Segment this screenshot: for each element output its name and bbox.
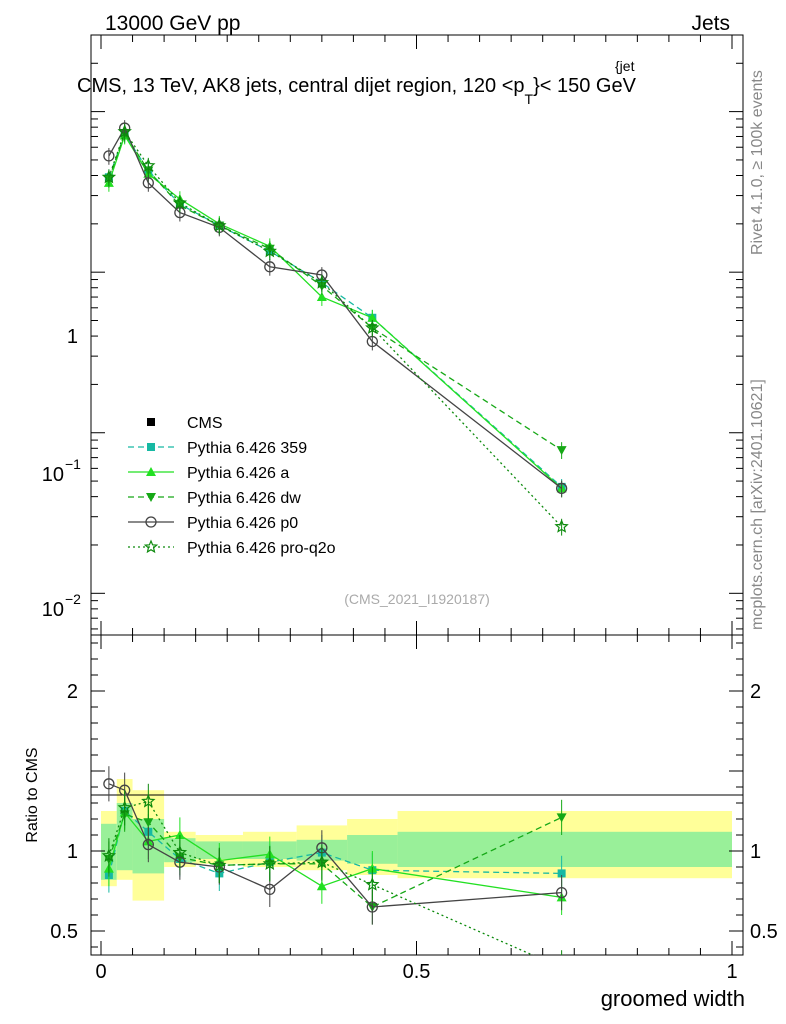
header-right: Jets [691,12,730,35]
x-tick-label-0: 0 [95,961,106,983]
ratio-point-pythia-6-426-359 [557,869,566,878]
x-tick-label-1: 1 [726,961,737,983]
main-point-pythia-6-426-pro-q2o [212,218,227,232]
ratio-point-pythia-6-426-a [316,881,327,891]
ratio-point-pythia-6-426-pro-q2o [365,877,380,891]
main-y-tick-label-1: 1 [67,326,78,348]
ratio-point-pythia-6-426-pro-q2o [556,962,567,973]
main-point-pythia-6-426-a [367,312,378,322]
x-tick-label-0.5: 0.5 [403,961,431,983]
ratio-point-pythia-6-426-pro-q2o [172,845,188,859]
legend-label-pythia-dw: Pythia 6.426 dw [187,490,301,507]
ratio-point-pythia-6-426-pro-q2o [212,857,227,872]
ratio-series-group [101,766,568,973]
legend-marker-pythia-6-426-p0 [145,516,157,528]
main-point-pythia-6-426-pro-q2o [314,275,330,289]
legend-marker-pythia-6-426-359 [147,443,155,451]
ratio-point-pythia-6-426-pro-q2o [101,848,117,862]
legend-marker-pythia-6-426-dw [146,493,156,502]
rivet-version-label: Rivet 4.1.0, ≥ 100k events [749,70,766,255]
main-point-pythia-6-426-a [316,292,327,302]
main-series-group [101,120,569,536]
legend-label-cms: CMS [187,415,223,432]
ratio-point-pythia-6-426-a [174,830,185,839]
legend-label-pythia-a: Pythia 6.426 a [187,465,289,482]
legend-label-pythia-359: Pythia 6.426 359 [187,440,307,457]
ratio-point-pythia-6-426-pro-q2o [262,856,277,870]
chart-title-sup: {jet [615,58,635,74]
chart-title-sub: T [525,91,534,107]
ratio-point-pythia-6-426-dw [143,818,154,828]
legend-label-pythia-p0: Pythia 6.426 p0 [187,515,298,532]
ratio-y-tick-label-right-0.5: 0.5 [750,921,778,943]
ratio-y-tick-label-left-0.5: 0.5 [50,921,78,943]
main-point-pythia-6-426-pro-q2o [172,195,188,210]
ratio-y-tick-label-left-1: 1 [67,841,78,863]
main-point-pythia-6-426-dw [556,446,567,456]
main-point-pythia-6-426-p0 [555,482,568,495]
main-point-pythia-6-426-pro-q2o [117,124,132,138]
main-point-pythia-6-426-pro-q2o [141,158,156,172]
main-y-tick-label-0.01: 10 [42,599,64,621]
ratio-point-pythia-6-426-pro-q2o [117,800,132,814]
main-point-pythia-6-426-pro-q2o [554,519,569,533]
ratio-y-tick-label-left-2: 2 [67,681,78,703]
main-point-pythia-6-426-p0 [264,261,276,273]
main-point-pythia-6-426-pro-q2o [262,243,277,258]
ratio-point-pythia-6-426-pro-q2o [141,793,156,808]
ratio-y-tick-label-right-2: 2 [750,681,761,703]
ratio-point-pythia-6-426-p0 [142,838,154,851]
main-point-pythia-6-426-p0 [142,177,154,189]
legend-marker-pythia-6-426-pro-q2o [143,539,159,554]
legend-marker-cms [147,418,155,426]
main-line-pythia-6-426-p0 [108,126,562,489]
main-point-pythia-6-426-pro-q2o [101,169,117,184]
chart-title-close: }< 150 GeV [533,75,637,97]
ratio-point-pythia-6-426-p0 [264,883,276,896]
main-line-pythia-6-426-pro-q2o [108,130,563,528]
main-point-pythia-6-426-pro-q2o [365,320,380,334]
main-y-tick-exp-0.01: −2 [65,591,81,607]
main-y-tick-exp-0.1: −1 [65,456,81,472]
main-y-tick-label-0.1: 10 [42,464,64,486]
main-line-pythia-6-426-359 [108,133,563,488]
main-point-pythia-6-426-p0 [103,150,115,162]
ratio-point-pythia-6-426-p0 [103,778,115,790]
ratio-band-inner [116,803,133,871]
ratio-band-inner [397,831,732,867]
analysis-id-watermark: (CMS_2021_I1920187) [344,591,490,607]
x-axis-label: groomed width [601,986,745,1011]
header-left: 13000 GeV pp [105,12,240,35]
ratio-line-pythia-6-426-dw [108,813,562,908]
ratio-uncertainty-bands [101,779,732,901]
legend: CMS Pythia 6.426 359 Pythia 6.426 a Pyth… [128,415,336,557]
legend-marker-pythia-6-426-a [146,467,156,476]
ratio-point-pythia-6-426-p0 [555,886,568,899]
ratio-point-pythia-6-426-dw [556,813,567,823]
ratio-y-axis-label: Ratio to CMS [24,747,41,842]
legend-label-pythia-pro-q2o: Pythia 6.426 pro-q2o [187,540,336,557]
chart-title: CMS, 13 TeV, AK8 jets, central dijet reg… [77,75,637,107]
axis-ticks [91,34,743,955]
mcplots-label: mcplots.cern.ch [arXiv:2401.10621] [749,379,766,630]
ratio-point-pythia-6-426-pro-q2o [314,854,330,869]
ratio-y-tick-label-right-1: 1 [750,841,761,863]
chart-title-main: CMS, 13 TeV, AK8 jets, central dijet reg… [77,75,525,97]
